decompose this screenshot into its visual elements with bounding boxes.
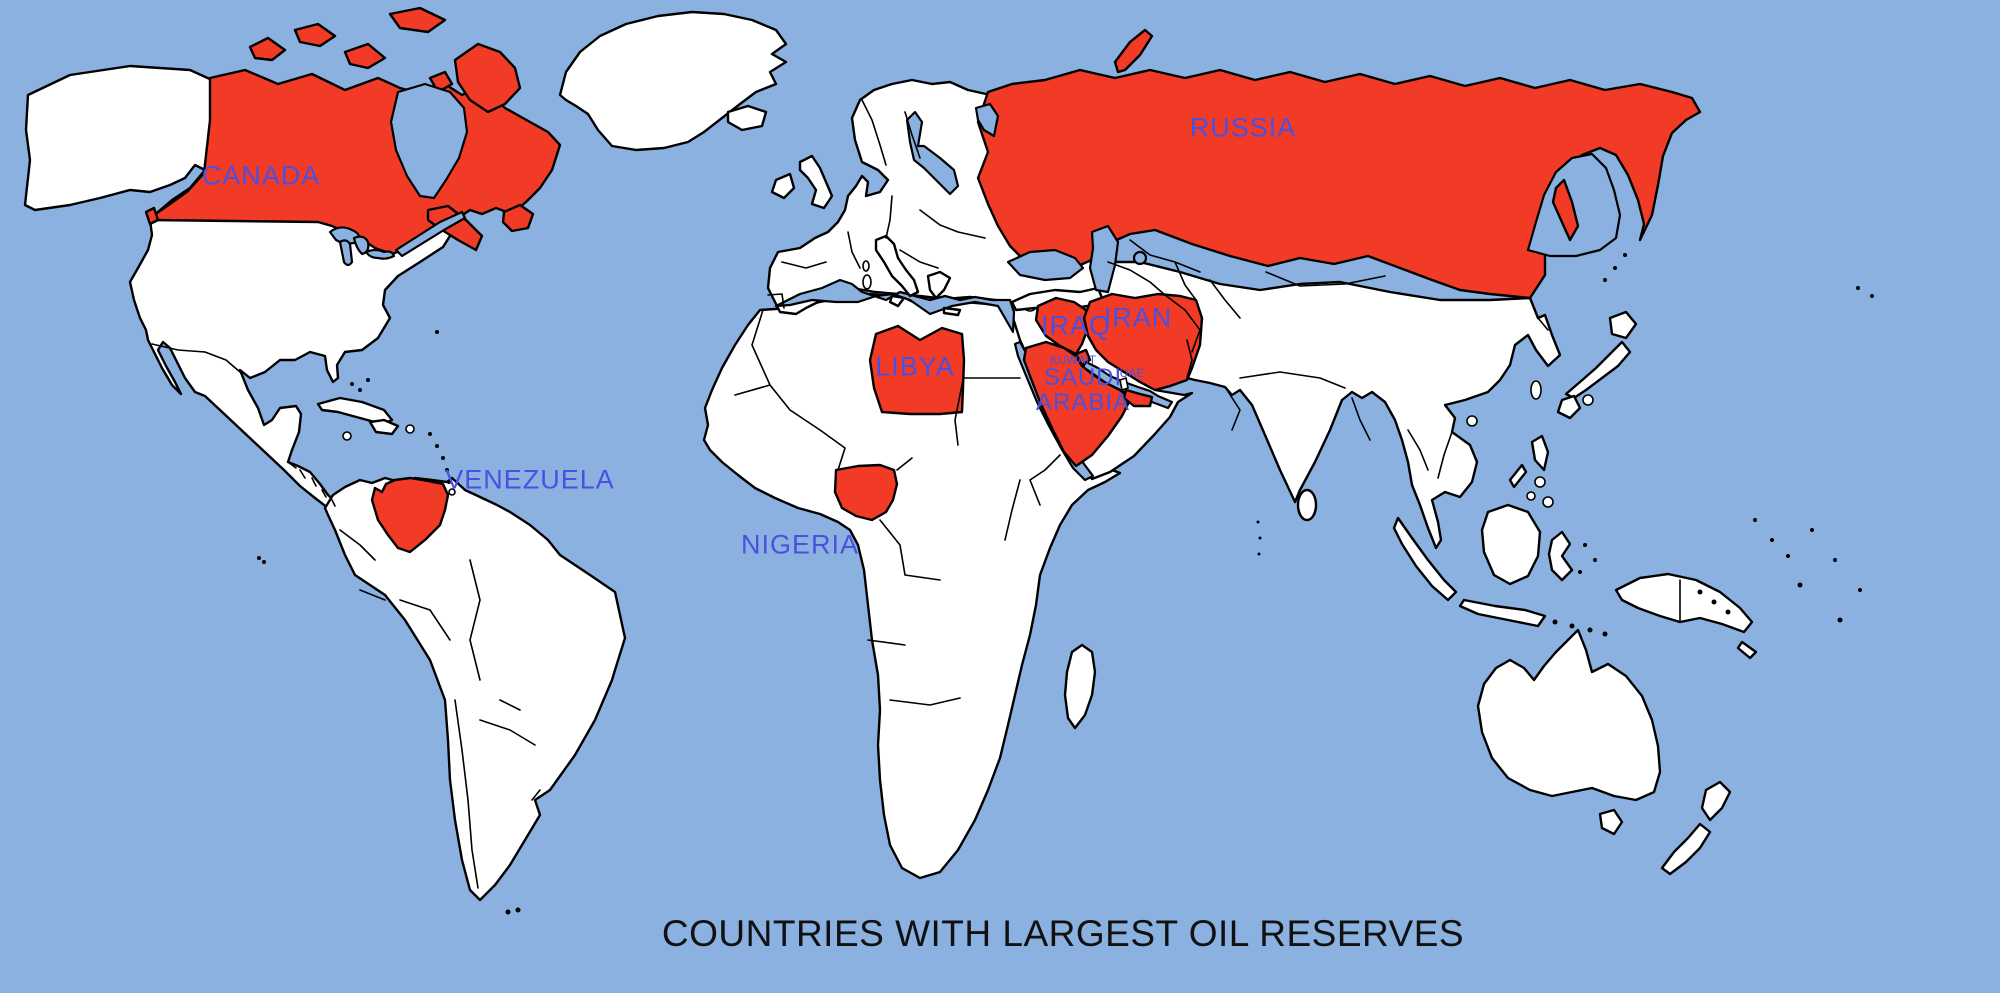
country-canada-arctic-islands[interactable] (248, 6, 454, 94)
crete (942, 306, 962, 317)
border-us-mexico (151, 343, 241, 373)
australia (1476, 628, 1662, 802)
white-sea (974, 102, 1000, 138)
country-uae[interactable] (1122, 388, 1154, 408)
lake-michigan (338, 239, 354, 267)
inland-seas (328, 82, 1622, 294)
new-guinea (1614, 572, 1754, 634)
new-caledonia (1736, 640, 1758, 660)
sulawesi (1547, 530, 1574, 582)
baltic-sea (905, 110, 960, 196)
iceland (726, 104, 768, 132)
borneo (1480, 503, 1542, 586)
label-saudi-arabia: SAUDI ARABIA (1035, 364, 1131, 417)
japan-kyushu (1556, 394, 1582, 420)
new-zealand-north (1700, 780, 1732, 822)
madagascar (1063, 643, 1097, 730)
canada-newfoundland[interactable] (501, 203, 535, 233)
label-saudi-line2: ARABIA (1035, 389, 1131, 417)
country-iran[interactable] (1082, 292, 1204, 392)
aral-sea (1132, 250, 1148, 266)
mediterranean-sea (774, 278, 1016, 334)
greenland (558, 10, 788, 152)
lakes-erie-ontario (364, 248, 396, 260)
st-lawrence-river (394, 210, 467, 258)
greece (926, 270, 952, 300)
palawan (1508, 463, 1528, 489)
hispaniola (368, 418, 400, 436)
label-russia: RUSSIA (1189, 112, 1297, 143)
hainan (1466, 415, 1478, 427)
label-uae: UAE (1119, 366, 1145, 381)
great-britain (798, 154, 834, 210)
sumatra (1392, 516, 1458, 602)
hudson-bay (389, 82, 469, 200)
map-title: COUNTRIES WITH LARGEST OIL RESERVES (661, 913, 1465, 955)
sardinia (862, 274, 872, 290)
country-nigeria[interactable] (833, 463, 899, 522)
label-libya: LIBYA (875, 351, 955, 382)
sicily (888, 294, 906, 308)
japan-hokkaido (1608, 310, 1638, 340)
islands-over-seas (1119, 178, 1627, 392)
country-borders (151, 99, 1681, 889)
country-libya[interactable] (868, 324, 966, 416)
jamaica (342, 431, 352, 441)
country-iraq[interactable] (1034, 296, 1090, 356)
label-canada: CANADA (201, 160, 321, 191)
caspian-sea (1088, 224, 1120, 294)
new-zealand-south (1660, 822, 1712, 876)
south-america (323, 476, 627, 902)
tasmania (1598, 808, 1624, 836)
corsica (862, 260, 870, 272)
puerto-rico (405, 424, 415, 434)
qatar (1119, 376, 1129, 392)
italy (874, 234, 920, 298)
sri-lanka (1296, 488, 1318, 522)
russia-sakhalin[interactable] (1551, 178, 1580, 242)
label-kuwait: KUWAIT (1049, 353, 1097, 368)
russia-novaya-zemlya[interactable] (1113, 28, 1154, 74)
philippines (1530, 434, 1550, 472)
label-venezuela: VENEZUELA (445, 464, 615, 495)
black-sea (1006, 248, 1085, 282)
country-venezuela[interactable] (370, 476, 450, 554)
java (1458, 598, 1547, 628)
ireland (770, 172, 796, 200)
label-nigeria: NIGERIA (740, 529, 860, 560)
label-iraq: IRAQ (1040, 310, 1112, 341)
lake-huron (352, 235, 370, 256)
taiwan (1530, 380, 1542, 400)
sea-of-okhotsk (1526, 152, 1622, 258)
country-canada-baffin[interactable] (453, 42, 522, 114)
japan-shikoku (1582, 394, 1594, 406)
label-iran: IRAN (1103, 302, 1173, 333)
canada-vancouver-island[interactable] (144, 206, 160, 226)
label-saudi-line1: SAUDI (1043, 364, 1123, 392)
canada-maritimes[interactable] (426, 204, 484, 252)
country-kuwait[interactable] (1074, 348, 1092, 367)
